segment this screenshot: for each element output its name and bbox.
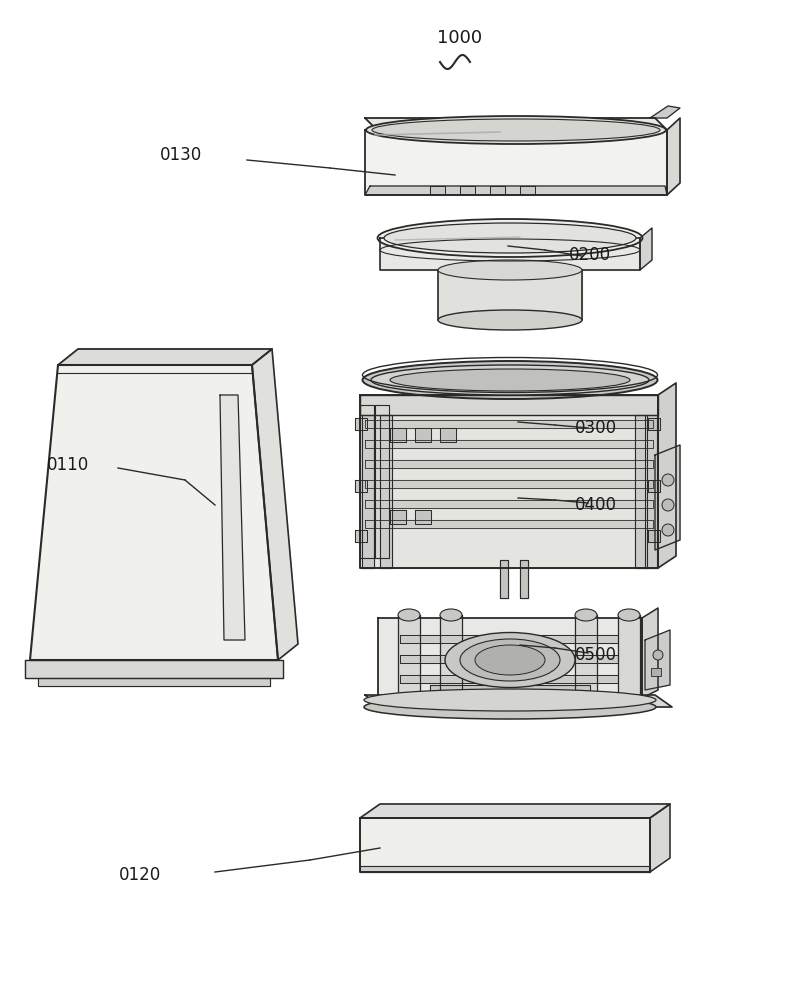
Polygon shape: [438, 270, 582, 320]
Bar: [651, 668, 661, 676]
Ellipse shape: [377, 219, 642, 257]
Polygon shape: [648, 530, 660, 542]
Polygon shape: [415, 510, 431, 524]
Polygon shape: [440, 615, 462, 700]
Ellipse shape: [475, 645, 545, 675]
Polygon shape: [575, 615, 597, 700]
Ellipse shape: [438, 260, 582, 280]
Polygon shape: [220, 395, 245, 640]
Polygon shape: [38, 678, 270, 686]
Text: 0130: 0130: [160, 146, 202, 164]
Polygon shape: [645, 630, 670, 690]
Polygon shape: [400, 675, 618, 683]
Ellipse shape: [662, 474, 674, 486]
Polygon shape: [380, 415, 392, 568]
Polygon shape: [360, 395, 658, 415]
Polygon shape: [650, 106, 680, 118]
Polygon shape: [360, 804, 670, 818]
Text: 1000: 1000: [437, 29, 482, 47]
Ellipse shape: [398, 609, 420, 621]
Polygon shape: [390, 510, 406, 524]
Polygon shape: [400, 635, 618, 643]
Polygon shape: [365, 186, 667, 195]
Polygon shape: [658, 383, 676, 568]
Polygon shape: [365, 460, 653, 468]
Ellipse shape: [662, 524, 674, 536]
Polygon shape: [430, 685, 590, 698]
Ellipse shape: [372, 119, 660, 141]
Polygon shape: [365, 130, 667, 195]
Polygon shape: [642, 608, 658, 698]
Text: 0400: 0400: [575, 496, 617, 514]
Text: 0120: 0120: [119, 866, 161, 884]
Polygon shape: [667, 118, 680, 195]
Polygon shape: [520, 186, 535, 194]
Polygon shape: [30, 365, 278, 660]
Polygon shape: [398, 615, 420, 700]
Polygon shape: [355, 480, 367, 492]
Polygon shape: [365, 695, 672, 707]
Ellipse shape: [438, 310, 582, 330]
Polygon shape: [58, 349, 272, 365]
Polygon shape: [430, 186, 445, 194]
Polygon shape: [365, 500, 653, 508]
Polygon shape: [635, 415, 647, 568]
Polygon shape: [618, 615, 640, 700]
Polygon shape: [460, 186, 475, 194]
Text: 0500: 0500: [575, 646, 617, 664]
Text: 0300: 0300: [575, 419, 617, 437]
Ellipse shape: [366, 116, 666, 144]
Polygon shape: [362, 415, 374, 568]
Polygon shape: [650, 804, 670, 872]
Ellipse shape: [440, 609, 462, 621]
Polygon shape: [365, 420, 653, 428]
Polygon shape: [500, 560, 508, 598]
Polygon shape: [360, 818, 650, 872]
Ellipse shape: [371, 365, 649, 395]
Text: 0110: 0110: [47, 456, 89, 474]
Polygon shape: [400, 655, 618, 663]
Polygon shape: [360, 395, 658, 568]
Polygon shape: [655, 445, 680, 550]
Polygon shape: [365, 118, 667, 130]
Ellipse shape: [653, 650, 663, 660]
Polygon shape: [355, 418, 367, 430]
Polygon shape: [355, 530, 367, 542]
Polygon shape: [390, 428, 406, 442]
Polygon shape: [360, 866, 650, 872]
Polygon shape: [490, 186, 505, 194]
Polygon shape: [365, 440, 653, 448]
Ellipse shape: [662, 499, 674, 511]
Ellipse shape: [364, 695, 656, 719]
Ellipse shape: [384, 223, 636, 253]
Ellipse shape: [575, 609, 597, 621]
Ellipse shape: [390, 369, 630, 391]
Polygon shape: [365, 520, 653, 528]
Polygon shape: [360, 405, 374, 558]
Polygon shape: [645, 415, 657, 568]
Polygon shape: [415, 428, 431, 442]
Polygon shape: [648, 418, 660, 430]
Polygon shape: [380, 238, 640, 270]
Polygon shape: [378, 618, 642, 698]
Polygon shape: [648, 480, 660, 492]
Polygon shape: [25, 660, 283, 678]
Polygon shape: [520, 560, 528, 598]
Polygon shape: [365, 480, 653, 488]
Polygon shape: [252, 349, 298, 660]
Polygon shape: [375, 405, 389, 558]
Polygon shape: [440, 428, 456, 442]
Text: 0200: 0200: [569, 246, 611, 264]
Ellipse shape: [460, 639, 560, 681]
Ellipse shape: [364, 689, 656, 711]
Ellipse shape: [618, 609, 640, 621]
Polygon shape: [640, 228, 652, 270]
Ellipse shape: [363, 361, 658, 399]
Ellipse shape: [445, 633, 575, 688]
